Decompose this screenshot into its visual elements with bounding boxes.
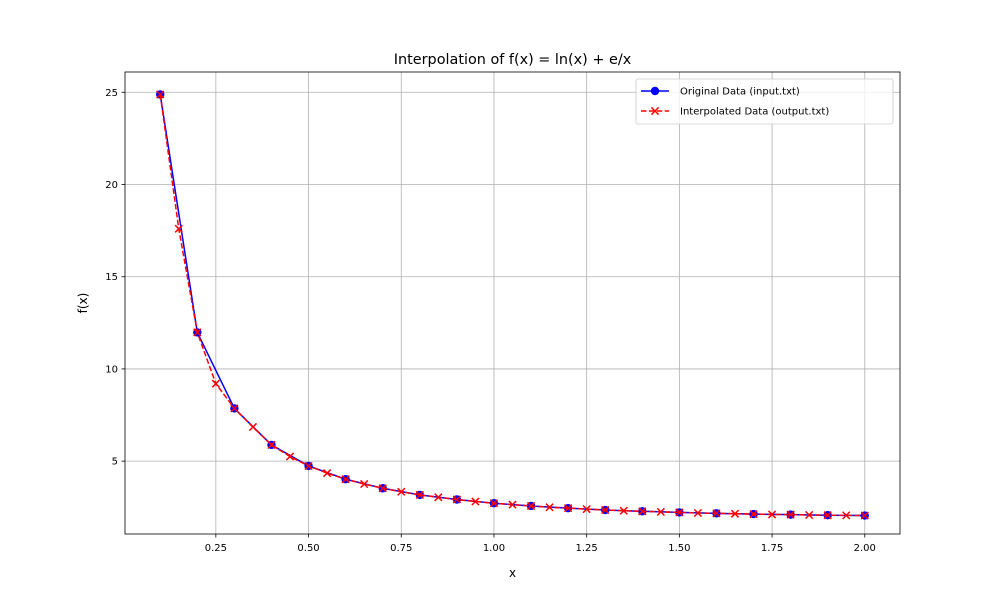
data-point: [211, 379, 220, 388]
data-point: [638, 507, 647, 516]
series-2: [156, 90, 869, 520]
legend-box: [635, 78, 894, 125]
x-tick-label: 1.75: [761, 543, 783, 554]
legend-label: Interpolated Data (output.txt): [680, 107, 829, 118]
data-point: [156, 90, 165, 99]
data-point: [619, 506, 628, 515]
legend-entry-2: Interpolated Data (output.txt): [641, 107, 829, 118]
x-tick-label: 0.25: [205, 543, 227, 554]
data-point: [341, 475, 350, 484]
data-point: [285, 452, 295, 461]
y-tick-label: 5: [112, 457, 118, 468]
y-tick-label: 10: [105, 364, 118, 375]
x-tick-label: 1.50: [668, 543, 690, 554]
x-tick-label: 1.25: [576, 543, 598, 554]
data-point: [712, 509, 721, 518]
y-tick-label: 20: [105, 180, 118, 191]
legend-entry-1: Original Data (input.txt): [641, 87, 800, 98]
data-point: [378, 484, 387, 493]
data-point: [601, 505, 610, 515]
grid: [125, 72, 900, 534]
data-point: [650, 106, 660, 116]
data-point: [526, 501, 536, 511]
y-tick-label: 25: [105, 88, 118, 99]
data-point: [304, 461, 313, 471]
x-tick-label: 1.00: [483, 543, 505, 554]
data-point: [174, 224, 183, 233]
data-point: [322, 469, 332, 478]
data-point: [693, 508, 703, 518]
data-point: [842, 511, 851, 520]
data-point: [193, 328, 202, 337]
data-point: [230, 404, 239, 413]
y-axis-label: f(x): [76, 293, 90, 314]
data-point: [675, 508, 684, 517]
data-point: [786, 510, 795, 519]
x-axis: 0.25 0.50 0.75 1.00 1.25 1.50 1.75 2.00: [205, 534, 876, 554]
data-point: [860, 511, 869, 520]
data-point: [452, 495, 462, 504]
x-tick-label: 0.50: [297, 543, 319, 554]
data-point: [656, 507, 665, 516]
x-tick-label: 2.00: [854, 543, 876, 554]
data-point: [360, 479, 369, 489]
data-point: [650, 86, 660, 96]
axes-frame: [124, 71, 901, 535]
data-point: [397, 487, 406, 496]
data-point: [767, 510, 777, 519]
plot-area: [156, 90, 869, 520]
data-point: [730, 509, 740, 518]
data-point: [563, 504, 573, 513]
legend-label: Original Data (input.txt): [680, 87, 800, 98]
data-point: [545, 503, 554, 512]
data-point: [582, 504, 591, 514]
data-point: [749, 509, 758, 519]
legend: Original Data (input.txt) Interpolated Da…: [635, 78, 894, 125]
x-axis-label: x: [509, 566, 516, 580]
data-point: [823, 511, 832, 520]
y-tick-label: 15: [105, 272, 118, 283]
data-point: [415, 490, 424, 500]
chart-title: Interpolation of f(x) = ln(x) + e/x: [394, 52, 632, 68]
data-point: [805, 510, 814, 520]
x-tick-label: 0.75: [390, 543, 412, 554]
data-point: [267, 440, 276, 450]
data-point: [471, 497, 480, 506]
data-point: [434, 493, 443, 502]
data-point: [248, 422, 258, 432]
data-point: [508, 500, 517, 509]
data-point: [489, 499, 499, 508]
y-axis: 5 10 15 20 25: [105, 88, 125, 468]
